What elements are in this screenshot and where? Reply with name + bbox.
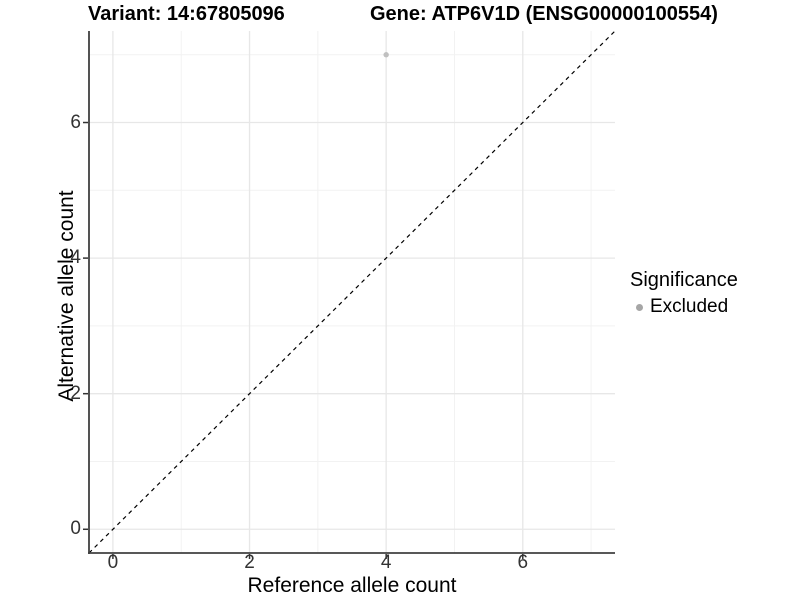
- y-tick-label: 6: [70, 111, 81, 133]
- legend-point-marker-icon: [636, 303, 643, 311]
- legend-title: Significance: [630, 269, 738, 291]
- x-tick-label: 4: [380, 552, 392, 573]
- y-tick-label: 4: [70, 247, 81, 269]
- legend-entry-excluded: Excluded: [630, 296, 738, 318]
- x-tick-label: 0: [107, 552, 119, 573]
- y-tick-label: 2: [70, 382, 81, 404]
- data-point: [383, 52, 389, 58]
- legend: Significance Excluded: [630, 268, 738, 318]
- x-tick-label: 6: [517, 552, 529, 573]
- identity-reference-line: [88, 30, 616, 554]
- legend-entry-label: Excluded: [650, 296, 729, 317]
- y-tick-label: 0: [70, 518, 81, 540]
- x-tick-label: 2: [244, 552, 255, 573]
- plot-title-variant: Variant: 14:67805096: [88, 3, 285, 25]
- x-axis-title: Reference allele count: [247, 574, 457, 597]
- y-axis-title: Alternative allele count: [55, 190, 78, 402]
- plot-title-gene: Gene: ATP6V1D (ENSG00000100554): [370, 3, 718, 25]
